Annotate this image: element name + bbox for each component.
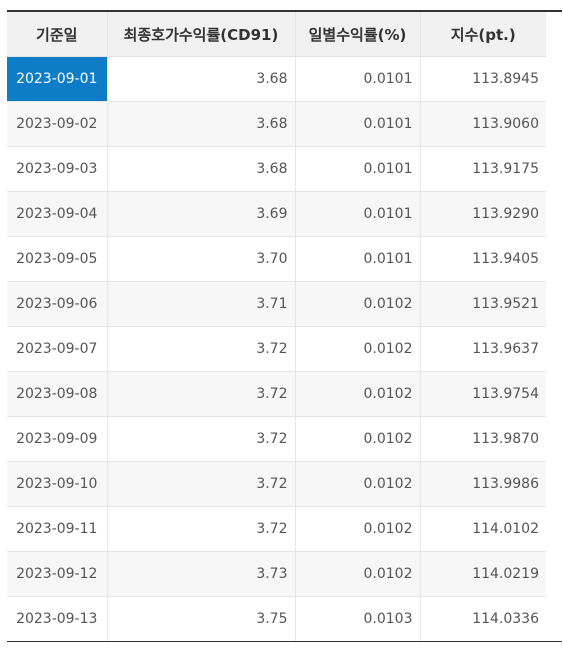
index-value-cell: 113.9986 — [420, 461, 546, 507]
daily-return-cell: 0.0102 — [295, 551, 421, 597]
date-cell[interactable]: 2023-09-13 — [7, 596, 108, 641]
cd91-yield-cell: 3.68 — [107, 101, 296, 147]
cd91-yield-cell: 3.72 — [107, 326, 296, 372]
table-row: 2023-09-05 3.70 0.0101 113.9405 — [7, 236, 546, 282]
cd91-yield-cell: 3.71 — [107, 281, 296, 327]
cd91-yield-cell: 3.68 — [107, 56, 296, 102]
date-cell[interactable]: 2023-09-11 — [7, 506, 108, 552]
table-row: 2023-09-02 3.68 0.0101 113.9060 — [7, 101, 546, 147]
column-header-cd91-yield: 최종호가수익률(CD91) — [107, 12, 296, 57]
index-value-cell: 113.9870 — [420, 416, 546, 462]
date-cell[interactable]: 2023-09-12 — [7, 551, 108, 597]
table-row: 2023-09-12 3.73 0.0102 114.0219 — [7, 551, 546, 597]
daily-return-cell: 0.0102 — [295, 326, 421, 372]
date-cell[interactable]: 2023-09-05 — [7, 236, 108, 282]
cd91-yield-cell: 3.72 — [107, 416, 296, 462]
table-row: 2023-09-04 3.69 0.0101 113.9290 — [7, 191, 546, 237]
date-cell[interactable]: 2023-09-03 — [7, 146, 108, 192]
index-table: 기준일 최종호가수익률(CD91) 일별수익률(%) 지수(pt.) 2023-… — [7, 12, 546, 641]
cd91-yield-cell: 3.75 — [107, 596, 296, 641]
daily-return-cell: 0.0101 — [295, 101, 421, 147]
table-row: 2023-09-08 3.72 0.0102 113.9754 — [7, 371, 546, 417]
index-value-cell: 113.9060 — [420, 101, 546, 147]
date-cell[interactable]: 2023-09-01 — [7, 56, 108, 102]
table-body: 2023-09-01 3.68 0.0101 113.8945 2023-09-02 3.… — [7, 56, 546, 641]
table-row: 2023-09-10 3.72 0.0102 113.9986 — [7, 461, 546, 507]
date-cell[interactable]: 2023-09-02 — [7, 101, 108, 147]
date-cell[interactable]: 2023-09-08 — [7, 371, 108, 417]
table-row: 2023-09-11 3.72 0.0102 114.0102 — [7, 506, 546, 552]
daily-return-cell: 0.0101 — [295, 56, 421, 102]
cd91-yield-cell: 3.69 — [107, 191, 296, 237]
table-row: 2023-09-07 3.72 0.0102 113.9637 — [7, 326, 546, 372]
cd91-yield-cell: 3.68 — [107, 146, 296, 192]
date-cell[interactable]: 2023-09-09 — [7, 416, 108, 462]
daily-return-cell: 0.0101 — [295, 146, 421, 192]
date-cell[interactable]: 2023-09-06 — [7, 281, 108, 327]
index-table-container: 기준일 최종호가수익률(CD91) 일별수익률(%) 지수(pt.) 2023-… — [7, 10, 562, 642]
cd91-yield-cell: 3.72 — [107, 506, 296, 552]
table-row: 2023-09-03 3.68 0.0101 113.9175 — [7, 146, 546, 192]
date-cell[interactable]: 2023-09-04 — [7, 191, 108, 237]
index-value-cell: 114.0336 — [420, 596, 546, 641]
index-value-cell: 113.9637 — [420, 326, 546, 372]
daily-return-cell: 0.0102 — [295, 416, 421, 462]
daily-return-cell: 0.0102 — [295, 281, 421, 327]
daily-return-cell: 0.0102 — [295, 461, 421, 507]
cd91-yield-cell: 3.73 — [107, 551, 296, 597]
column-header-daily-return: 일별수익률(%) — [295, 12, 421, 57]
index-value-cell: 114.0219 — [420, 551, 546, 597]
daily-return-cell: 0.0101 — [295, 191, 421, 237]
index-value-cell: 114.0102 — [420, 506, 546, 552]
table-row: 2023-09-01 3.68 0.0101 113.8945 — [7, 56, 546, 102]
table-row: 2023-09-06 3.71 0.0102 113.9521 — [7, 281, 546, 327]
index-value-cell: 113.9405 — [420, 236, 546, 282]
cd91-yield-cell: 3.72 — [107, 461, 296, 507]
table-header: 기준일 최종호가수익률(CD91) 일별수익률(%) 지수(pt.) — [7, 12, 546, 57]
index-value-cell: 113.9754 — [420, 371, 546, 417]
index-value-cell: 113.9175 — [420, 146, 546, 192]
daily-return-cell: 0.0102 — [295, 506, 421, 552]
date-cell[interactable]: 2023-09-10 — [7, 461, 108, 507]
daily-return-cell: 0.0101 — [295, 236, 421, 282]
cd91-yield-cell: 3.70 — [107, 236, 296, 282]
header-row: 기준일 최종호가수익률(CD91) 일별수익률(%) 지수(pt.) — [7, 12, 546, 57]
date-cell[interactable]: 2023-09-07 — [7, 326, 108, 372]
table-row: 2023-09-13 3.75 0.0103 114.0336 — [7, 596, 546, 641]
cd91-yield-cell: 3.72 — [107, 371, 296, 417]
table-row: 2023-09-09 3.72 0.0102 113.9870 — [7, 416, 546, 462]
index-value-cell: 113.9290 — [420, 191, 546, 237]
daily-return-cell: 0.0103 — [295, 596, 421, 641]
daily-return-cell: 0.0102 — [295, 371, 421, 417]
column-header-date: 기준일 — [7, 12, 108, 57]
index-value-cell: 113.8945 — [420, 56, 546, 102]
index-value-cell: 113.9521 — [420, 281, 546, 327]
column-header-index: 지수(pt.) — [420, 12, 546, 57]
